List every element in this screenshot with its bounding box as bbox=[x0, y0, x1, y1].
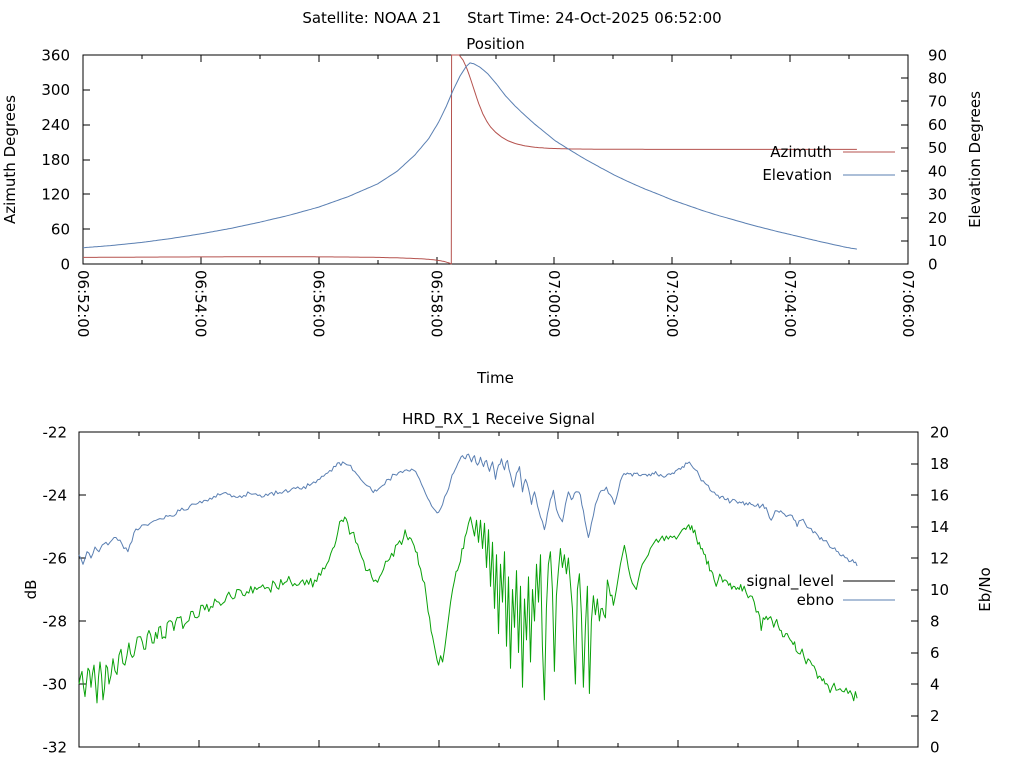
y-tick-label: -32 bbox=[43, 738, 68, 756]
y-axis-title: Azimuth Degrees bbox=[1, 95, 19, 224]
y-tick-label: -28 bbox=[43, 612, 68, 630]
x-tick-label: 06:54:00 bbox=[192, 270, 210, 337]
legend-label-signal_level: signal_level bbox=[746, 572, 834, 591]
y2-tick-label: 12 bbox=[930, 549, 949, 567]
x-tick-label: 07:00:00 bbox=[545, 270, 563, 337]
y2-tick-label: 20 bbox=[930, 423, 949, 441]
y2-tick-label: 70 bbox=[928, 93, 947, 111]
y-tick-label: -26 bbox=[43, 549, 68, 567]
y-tick-label: 360 bbox=[41, 46, 70, 64]
y2-tick-label: 20 bbox=[928, 209, 947, 227]
azimuth-series-line bbox=[83, 54, 857, 265]
x-tick-label: 07:02:00 bbox=[663, 270, 681, 337]
x-tick-label: 06:58:00 bbox=[427, 270, 445, 337]
y-tick-label: -24 bbox=[43, 486, 68, 504]
y2-tick-label: 2 bbox=[930, 707, 940, 725]
x-tick-label: 06:56:00 bbox=[309, 270, 327, 337]
receive-signal-chart-svg: -32 -30 -28 -26 -24 -22 0 2 4 6 8 10 12 14 16 18 20 HRD_R… bbox=[22, 410, 994, 756]
axis-labels: 0 60 120 180 240 300 360 0 10 20 30 40 50 60 70 80 90 06:… bbox=[1, 35, 984, 387]
receive-signal-chart: -32 -30 -28 -26 -24 -22 0 2 4 6 8 10 12 14 16 18 20 HRD_R… bbox=[0, 400, 1024, 768]
x-tick-label: 07:06:00 bbox=[899, 270, 917, 337]
y2-tick-label: 6 bbox=[930, 644, 940, 662]
legend-label-Elevation: Elevation bbox=[762, 166, 832, 184]
chart-title: HRD_RX_1 Receive Signal bbox=[402, 410, 595, 429]
main-title: Satellite: NOAA 21 Start Time: 24-Oct-20… bbox=[0, 9, 1024, 27]
y-tick-label: 300 bbox=[41, 81, 70, 99]
y2-tick-label: 30 bbox=[928, 186, 947, 204]
y2-tick-label: 18 bbox=[930, 455, 949, 473]
position-chart: 0 60 120 180 240 300 360 0 10 20 30 40 50 60 70 80 90 06:… bbox=[1, 35, 984, 387]
y-tick-label: -30 bbox=[43, 675, 68, 693]
y2-tick-label: 4 bbox=[930, 675, 940, 693]
legend-label-Azimuth: Azimuth bbox=[770, 143, 832, 161]
ebno-series-line bbox=[78, 453, 858, 567]
y2-tick-label: 90 bbox=[928, 46, 947, 64]
x-tick-label: 07:04:00 bbox=[781, 270, 799, 337]
x-tick-label: 06:52:00 bbox=[74, 270, 92, 337]
axes bbox=[82, 54, 909, 265]
chart-title: Position bbox=[466, 35, 524, 53]
y-tick-label: -22 bbox=[43, 423, 68, 441]
y-tick-label: 120 bbox=[41, 186, 70, 204]
y2-tick-label: 80 bbox=[928, 69, 947, 87]
y2-tick-label: 14 bbox=[930, 518, 949, 536]
axis-labels: -32 -30 -28 -26 -24 -22 0 2 4 6 8 10 12 14 16 18 20 HRD_R… bbox=[22, 410, 994, 756]
y-tick-label: 240 bbox=[41, 116, 70, 134]
legend: Azimuth Elevation bbox=[762, 143, 895, 184]
y2-tick-label: 16 bbox=[930, 486, 949, 504]
x-axis-title: Time bbox=[476, 369, 514, 387]
y-axis-title: dB bbox=[22, 580, 40, 600]
elevation-series-line bbox=[82, 62, 857, 250]
y2-tick-label: 60 bbox=[928, 116, 947, 134]
y2-tick-label: 8 bbox=[930, 612, 940, 630]
y-tick-label: 180 bbox=[41, 151, 70, 169]
start-time-label: Start Time: 24-Oct-2025 06:52:00 bbox=[467, 9, 722, 27]
y2-tick-label: 10 bbox=[928, 232, 947, 250]
position-chart-svg: 0 60 120 180 240 300 360 0 10 20 30 40 50 60 70 80 90 06:… bbox=[1, 35, 984, 387]
satellite-label: Satellite: NOAA 21 bbox=[302, 9, 442, 27]
y2-tick-label: 40 bbox=[928, 162, 947, 180]
y2-tick-label: 0 bbox=[930, 738, 940, 756]
legend-label-ebno: ebno bbox=[797, 591, 834, 609]
y2-tick-label: 50 bbox=[928, 139, 947, 157]
y2-axis-title: Elevation Degrees bbox=[966, 91, 984, 228]
axes bbox=[78, 431, 919, 748]
y2-tick-label: 10 bbox=[930, 581, 949, 599]
y2-axis-title: Eb/No bbox=[976, 567, 994, 611]
y-tick-label: 60 bbox=[51, 220, 70, 238]
signal_level-series-line bbox=[78, 516, 858, 704]
y2-tick-label: 0 bbox=[928, 255, 938, 273]
y-tick-label: 0 bbox=[60, 255, 70, 273]
